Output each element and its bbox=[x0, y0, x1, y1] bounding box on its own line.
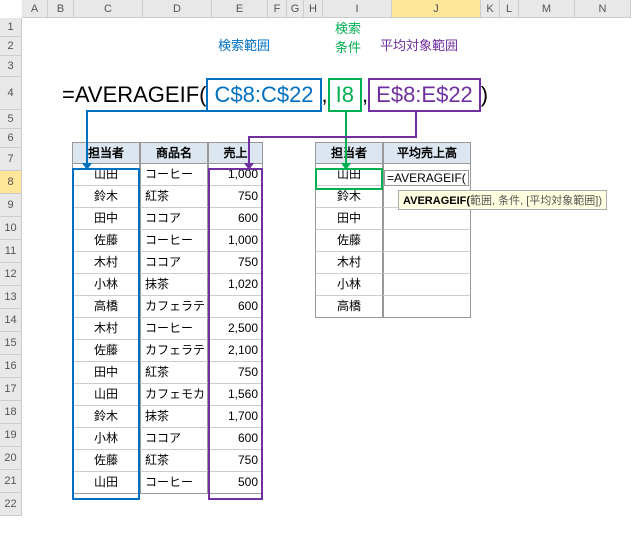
cell[interactable]: 500 bbox=[208, 472, 263, 494]
cell[interactable]: 小林 bbox=[72, 428, 140, 450]
cell[interactable]: 山田 bbox=[72, 472, 140, 494]
cell[interactable]: 1,020 bbox=[208, 274, 263, 296]
arrow-green bbox=[341, 163, 351, 170]
formula-arg-condition: I8 bbox=[328, 78, 362, 112]
cell[interactable]: 紅茶 bbox=[140, 186, 208, 208]
cell[interactable]: 商品名 bbox=[140, 142, 208, 164]
cell[interactable]: 1,000 bbox=[208, 164, 263, 186]
cell[interactable] bbox=[383, 208, 471, 230]
label-avg-range: 平均対象範囲 bbox=[380, 35, 458, 54]
cell[interactable]: 750 bbox=[208, 450, 263, 472]
cell[interactable]: 600 bbox=[208, 296, 263, 318]
cell[interactable]: 抹茶 bbox=[140, 406, 208, 428]
cell[interactable]: 1,700 bbox=[208, 406, 263, 428]
row-headers: 12345678910111213141516171819202122 bbox=[0, 18, 22, 516]
formula-display: =AVERAGEIF( C$8:C$22 , I8 , E$8:E$22 ) bbox=[62, 78, 488, 112]
cell[interactable]: コーヒー bbox=[140, 164, 208, 186]
arrow-blue bbox=[82, 163, 92, 170]
cell[interactable]: 平均売上高 bbox=[383, 142, 471, 164]
cell[interactable]: 600 bbox=[208, 208, 263, 230]
cell[interactable]: 750 bbox=[208, 186, 263, 208]
cell[interactable]: 担当者 bbox=[72, 142, 140, 164]
cell[interactable]: 小林 bbox=[315, 274, 383, 296]
cell[interactable]: 紅茶 bbox=[140, 450, 208, 472]
cell[interactable]: カフェラテ bbox=[140, 340, 208, 362]
cell[interactable]: 佐藤 bbox=[72, 340, 140, 362]
cell[interactable]: 山田 bbox=[72, 384, 140, 406]
connector-blue-h bbox=[86, 110, 221, 112]
cell[interactable]: 750 bbox=[208, 252, 263, 274]
cell[interactable]: 田中 bbox=[315, 208, 383, 230]
cell[interactable]: 1,000 bbox=[208, 230, 263, 252]
cell[interactable]: 田中 bbox=[72, 362, 140, 384]
cell[interactable]: 鈴木 bbox=[315, 186, 383, 208]
column-headers: ABCDEFGHIJKLMN bbox=[22, 0, 631, 18]
cell[interactable]: コーヒー bbox=[140, 472, 208, 494]
formula-tooltip: AVERAGEIF(範囲, 条件, [平均対象範囲]) bbox=[398, 190, 607, 210]
connector-purple-h bbox=[248, 136, 417, 138]
formula-prefix: =AVERAGEIF( bbox=[62, 82, 206, 108]
cell[interactable]: コーヒー bbox=[140, 318, 208, 340]
cell[interactable]: 高橋 bbox=[72, 296, 140, 318]
cell[interactable]: カフェモカ bbox=[140, 384, 208, 406]
cell[interactable]: ココア bbox=[140, 252, 208, 274]
cell[interactable]: 1,560 bbox=[208, 384, 263, 406]
cell[interactable]: 抹茶 bbox=[140, 274, 208, 296]
cell[interactable]: コーヒー bbox=[140, 230, 208, 252]
cell[interactable] bbox=[383, 252, 471, 274]
formula-arg-range: C$8:C$22 bbox=[206, 78, 321, 112]
tooltip-args: 範囲, 条件, [平均対象範囲]) bbox=[470, 195, 602, 207]
connector-purple-v2 bbox=[248, 136, 250, 165]
cell[interactable] bbox=[383, 230, 471, 252]
formula-suffix: ) bbox=[481, 82, 488, 108]
cell[interactable]: 佐藤 bbox=[315, 230, 383, 252]
cell[interactable]: 木村 bbox=[315, 252, 383, 274]
cell[interactable]: 2,500 bbox=[208, 318, 263, 340]
label-range: 検索範囲 bbox=[218, 35, 270, 54]
cell[interactable]: ココア bbox=[140, 428, 208, 450]
cell[interactable]: 木村 bbox=[72, 252, 140, 274]
cell[interactable]: 600 bbox=[208, 428, 263, 450]
cell[interactable]: ココア bbox=[140, 208, 208, 230]
connector-purple-v1 bbox=[415, 110, 417, 136]
cell[interactable]: 750 bbox=[208, 362, 263, 384]
cell[interactable]: 佐藤 bbox=[72, 450, 140, 472]
cell[interactable]: 鈴木 bbox=[72, 406, 140, 428]
cell[interactable]: 紅茶 bbox=[140, 362, 208, 384]
cell[interactable]: 木村 bbox=[72, 318, 140, 340]
cell[interactable]: 売上 bbox=[208, 142, 263, 164]
cell-formula-editing[interactable]: =AVERAGEIF( bbox=[384, 170, 469, 186]
label-condition: 検索 条件 bbox=[335, 18, 361, 56]
cell[interactable]: 鈴木 bbox=[72, 186, 140, 208]
tooltip-fn: AVERAGEIF( bbox=[403, 195, 470, 207]
spreadsheet: ABCDEFGHIJKLMN 1234567891011121314151617… bbox=[0, 0, 636, 539]
cell[interactable]: 2,100 bbox=[208, 340, 263, 362]
cell[interactable]: 高橋 bbox=[315, 296, 383, 318]
cell[interactable] bbox=[383, 274, 471, 296]
cell[interactable]: 担当者 bbox=[315, 142, 383, 164]
cell[interactable] bbox=[383, 296, 471, 318]
connector-blue-v bbox=[86, 110, 88, 165]
arrow-purple bbox=[244, 163, 254, 170]
cell[interactable]: 小林 bbox=[72, 274, 140, 296]
cell[interactable]: カフェラテ bbox=[140, 296, 208, 318]
formula-arg-avg: E$8:E$22 bbox=[368, 78, 481, 112]
cell[interactable]: 田中 bbox=[72, 208, 140, 230]
cell[interactable]: 佐藤 bbox=[72, 230, 140, 252]
